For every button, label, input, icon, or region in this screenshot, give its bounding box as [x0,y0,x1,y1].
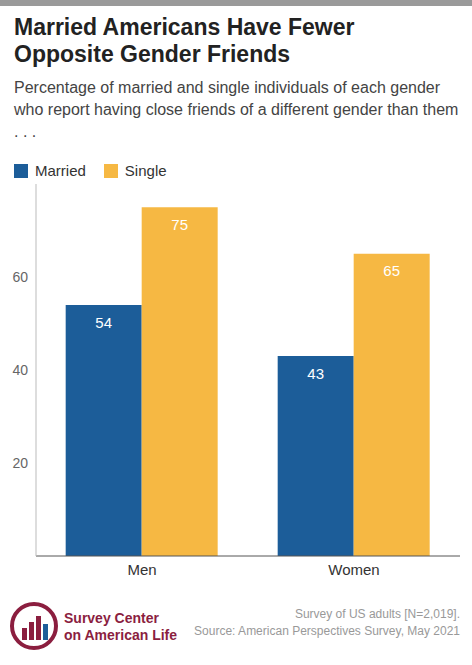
svg-text:75: 75 [171,216,188,233]
svg-text:40: 40 [12,362,28,378]
html-text:Percentage of married and sing: Percentage of married and single individ… [14,79,459,140]
svg-text:65: 65 [383,262,400,279]
html-text:Married Americans Have Fewer O: Married Americans Have Fewer Opposite Ge… [14,14,355,67]
svg-text:54: 54 [95,314,112,331]
html-text:Married: Married [35,162,86,179]
svg-text:Men: Men [127,561,156,578]
html-text:Survey of US adults [N=2,019].: Survey of US adults [N=2,019]. [294,607,460,621]
svg-text:43: 43 [307,365,324,382]
html-text:Source: American Perspectives: Source: American Perspectives Survey, Ma… [194,624,460,638]
html-text:on American Life: on American Life [64,627,178,643]
html-text:Survey Center: Survey Center [64,610,159,626]
html-text:Single: Single [124,162,167,179]
svg-text:60: 60 [12,269,28,285]
svg-text:20: 20 [12,455,28,471]
svg-text:Women: Women [328,561,379,578]
